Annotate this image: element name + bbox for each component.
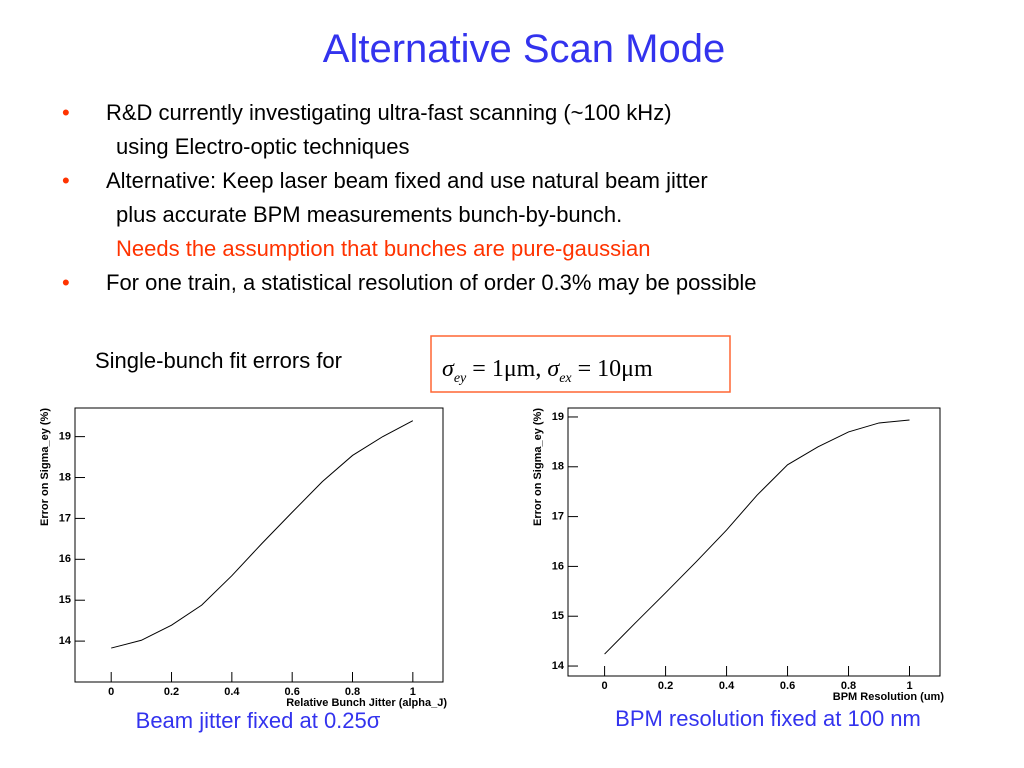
x-axis-label: BPM Resolution (um) [833, 691, 945, 703]
y-tick-label: 18 [59, 471, 71, 483]
slide-title: Alternative Scan Mode [323, 27, 725, 71]
fit-label: Single-bunch fit errors for [95, 348, 342, 373]
data-line [111, 420, 414, 649]
y-tick-label: 17 [552, 511, 564, 523]
y-tick-label: 18 [552, 461, 564, 473]
bullet-marker: • [62, 270, 70, 295]
x-tick-label: 0.8 [345, 686, 360, 698]
formula-symbol: σ [547, 356, 560, 382]
x-axis-label: Relative Bunch Jitter (alpha_J) [286, 697, 447, 709]
y-tick-label: 15 [59, 594, 71, 606]
formula-value: = 10μm [578, 356, 653, 382]
y-tick-label: 15 [552, 610, 564, 622]
bullet-text: plus accurate BPM measurements bunch-by-… [116, 202, 622, 227]
bullet-text: Alternative: Keep laser beam fixed and u… [106, 168, 708, 193]
x-tick-label: 1 [410, 686, 416, 698]
x-tick-label: 0.2 [164, 686, 179, 698]
formula-subscript: ey [454, 371, 467, 386]
formula-box [430, 335, 731, 393]
y-tick-label: 16 [59, 553, 71, 565]
y-tick-label: 14 [59, 635, 72, 647]
data-line [604, 419, 910, 655]
x-tick-label: 0 [108, 686, 114, 698]
plot-frame [567, 407, 941, 677]
bullet-marker: • [62, 100, 70, 125]
x-tick-label: 0.6 [285, 686, 300, 698]
bullet-text: using Electro-optic techniques [116, 134, 410, 159]
x-tick-label: 0.6 [780, 680, 795, 692]
y-axis-label: Error on Sigma_ey (%) [532, 408, 544, 526]
y-tick-label: 19 [552, 411, 564, 423]
formula-value: = 1μm, [472, 356, 541, 382]
bullet-text: For one train, a statistical resolution … [106, 270, 757, 295]
bullet-marker: • [62, 168, 70, 193]
plot-frame [74, 407, 444, 683]
y-tick-label: 14 [552, 660, 565, 672]
caption: BPM resolution fixed at 100 nm [615, 706, 921, 731]
x-tick-label: 1 [906, 680, 912, 692]
x-tick-label: 0.4 [719, 680, 735, 692]
caption: Beam jitter fixed at 0.25σ [136, 708, 381, 733]
y-axis-label: Error on Sigma_ey (%) [39, 408, 51, 526]
y-tick-label: 19 [59, 431, 71, 443]
x-tick-label: 0.8 [841, 680, 856, 692]
bullet-note: Needs the assumption that bunches are pu… [116, 236, 650, 261]
formula-symbol: σ [442, 356, 455, 382]
x-tick-label: 0.4 [224, 686, 240, 698]
x-tick-label: 0 [602, 680, 608, 692]
bullet-text: R&D currently investigating ultra-fast s… [106, 100, 672, 125]
formula: σey = 1μm, σex = 10μm [442, 356, 653, 386]
x-tick-label: 0.2 [658, 680, 673, 692]
y-tick-label: 16 [552, 560, 564, 572]
formula-subscript: ex [559, 371, 572, 386]
y-tick-label: 17 [59, 512, 71, 524]
